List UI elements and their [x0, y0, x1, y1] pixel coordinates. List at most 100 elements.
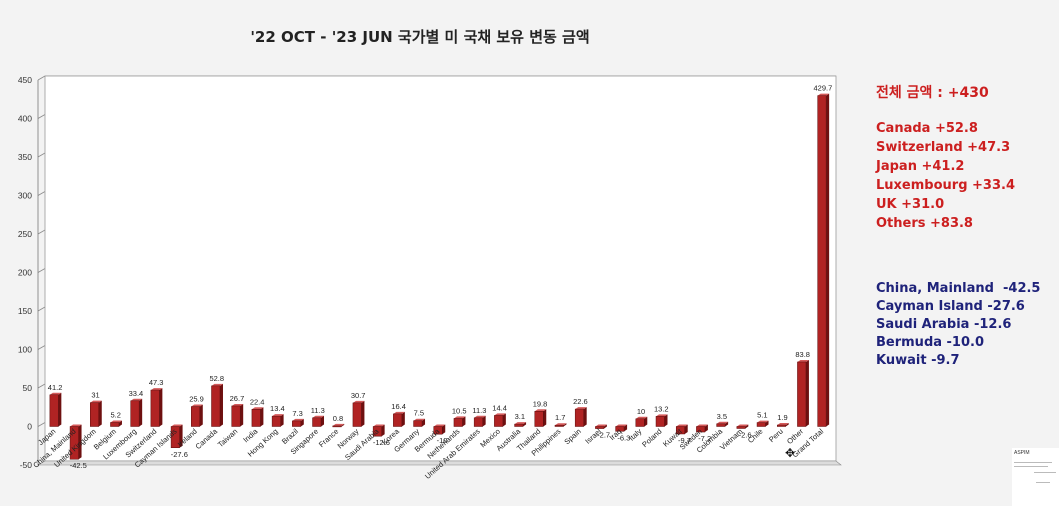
bar — [514, 422, 527, 427]
data-label: 1.9 — [777, 413, 787, 422]
bar-side — [58, 392, 62, 427]
y-tick-label: 300 — [18, 191, 32, 201]
bar-top — [373, 424, 385, 427]
data-label: 7.3 — [292, 409, 302, 418]
bar-top — [150, 388, 163, 391]
data-labels: 41.2 -42.5 31 5.2 33.4 47.3 -27.6 25.9 52.8 26.7 2… — [48, 84, 832, 471]
bar-front — [534, 411, 544, 427]
bar-side — [583, 407, 587, 427]
gridline-depth — [37, 306, 46, 312]
bar — [534, 409, 547, 427]
bar-front — [231, 405, 241, 427]
bar-front — [453, 418, 463, 427]
bar — [352, 400, 365, 427]
bars — [49, 93, 830, 460]
data-label: -12.6 — [373, 438, 390, 447]
data-label: 14.4 — [492, 403, 507, 412]
bar-front — [372, 426, 382, 437]
bar-front — [130, 400, 140, 427]
watermark-panel: ASPIM — [1012, 448, 1059, 506]
gridline-depth — [37, 191, 46, 196]
bar-side — [502, 413, 506, 427]
y-tick-label: 450 — [18, 75, 32, 85]
loser-line: Saudi Arabia -12.6 — [876, 317, 1012, 332]
bar-side — [644, 416, 648, 427]
data-label: 30.7 — [351, 391, 366, 400]
bar-top — [635, 416, 648, 419]
bar — [150, 388, 163, 427]
bar-front — [675, 426, 685, 435]
data-label: 10.5 — [452, 406, 467, 415]
bar — [69, 424, 82, 460]
gridline-depth — [37, 345, 46, 350]
bar-side — [684, 424, 688, 434]
bar-front — [655, 416, 665, 427]
data-label: -27.6 — [171, 450, 188, 459]
loser-line: Bermuda -10.0 — [876, 335, 985, 350]
gridline-depth — [37, 422, 46, 427]
bar-top — [332, 423, 345, 426]
bar-front — [312, 417, 322, 427]
bar-side — [240, 403, 244, 427]
bar-front — [413, 420, 423, 427]
bar-side — [422, 418, 426, 427]
gainer-line: Canada +52.8 — [876, 121, 978, 136]
bar-side — [98, 400, 102, 427]
data-label: -42.5 — [70, 461, 87, 470]
gainer-line: Others +83.8 — [876, 216, 973, 231]
bar-side — [341, 423, 345, 427]
y-tick-label: 350 — [18, 152, 32, 162]
bar-side — [361, 400, 365, 427]
data-label: 41.2 — [48, 383, 63, 392]
cursor-icon: ✥ — [785, 446, 796, 460]
bar-side — [381, 424, 385, 437]
bar-front — [716, 423, 726, 427]
bar-top — [292, 418, 304, 421]
data-label: 83.8 — [795, 350, 810, 359]
data-label: 52.8 — [209, 374, 224, 383]
bar-top — [615, 424, 628, 427]
data-label: 31 — [91, 391, 99, 400]
bar-side — [725, 421, 729, 427]
bar-front — [433, 426, 443, 435]
bar — [453, 416, 466, 427]
bar-top — [595, 424, 607, 427]
bar-top — [716, 421, 729, 424]
bar — [393, 411, 405, 427]
data-label: 429.7 — [814, 84, 833, 93]
bar-side — [179, 424, 183, 448]
bar — [312, 415, 325, 427]
bar-side — [745, 424, 749, 429]
data-label: -2.7 — [597, 431, 610, 440]
bar-side — [785, 423, 789, 427]
bar-side — [482, 415, 486, 427]
data-label: 3.1 — [515, 412, 525, 421]
bar-side — [260, 407, 264, 427]
y-tick-label: 250 — [18, 229, 32, 239]
bar-side — [219, 383, 223, 427]
gridline-depth — [37, 383, 46, 389]
chart-frame — [36, 75, 842, 466]
bar-side — [765, 420, 769, 427]
chart-title: '22 OCT - '23 JUN 국가별 미 국채 보유 변동 금액 — [250, 28, 590, 46]
bar-top — [211, 383, 223, 386]
bar — [494, 413, 506, 427]
bar-side — [442, 424, 446, 435]
bar-side — [321, 415, 325, 427]
bar — [554, 423, 567, 427]
bar-top — [696, 424, 708, 427]
bar-front — [595, 426, 605, 429]
data-label: -2.6 — [739, 431, 752, 440]
bar-chart: -50 0 50 100 150 200 250 300 350 400 450 41.2 -42.5… — [18, 75, 842, 481]
bar-front — [352, 402, 362, 427]
data-label: 3.5 — [717, 412, 727, 421]
bar-top — [130, 398, 143, 401]
bar — [90, 400, 102, 427]
data-label: 13.4 — [270, 404, 285, 413]
y-tick-label: 400 — [18, 114, 32, 124]
bar — [433, 424, 446, 435]
bar-top — [272, 414, 284, 417]
data-label: 7.5 — [414, 409, 424, 418]
bar — [675, 424, 688, 435]
bar — [251, 407, 264, 427]
